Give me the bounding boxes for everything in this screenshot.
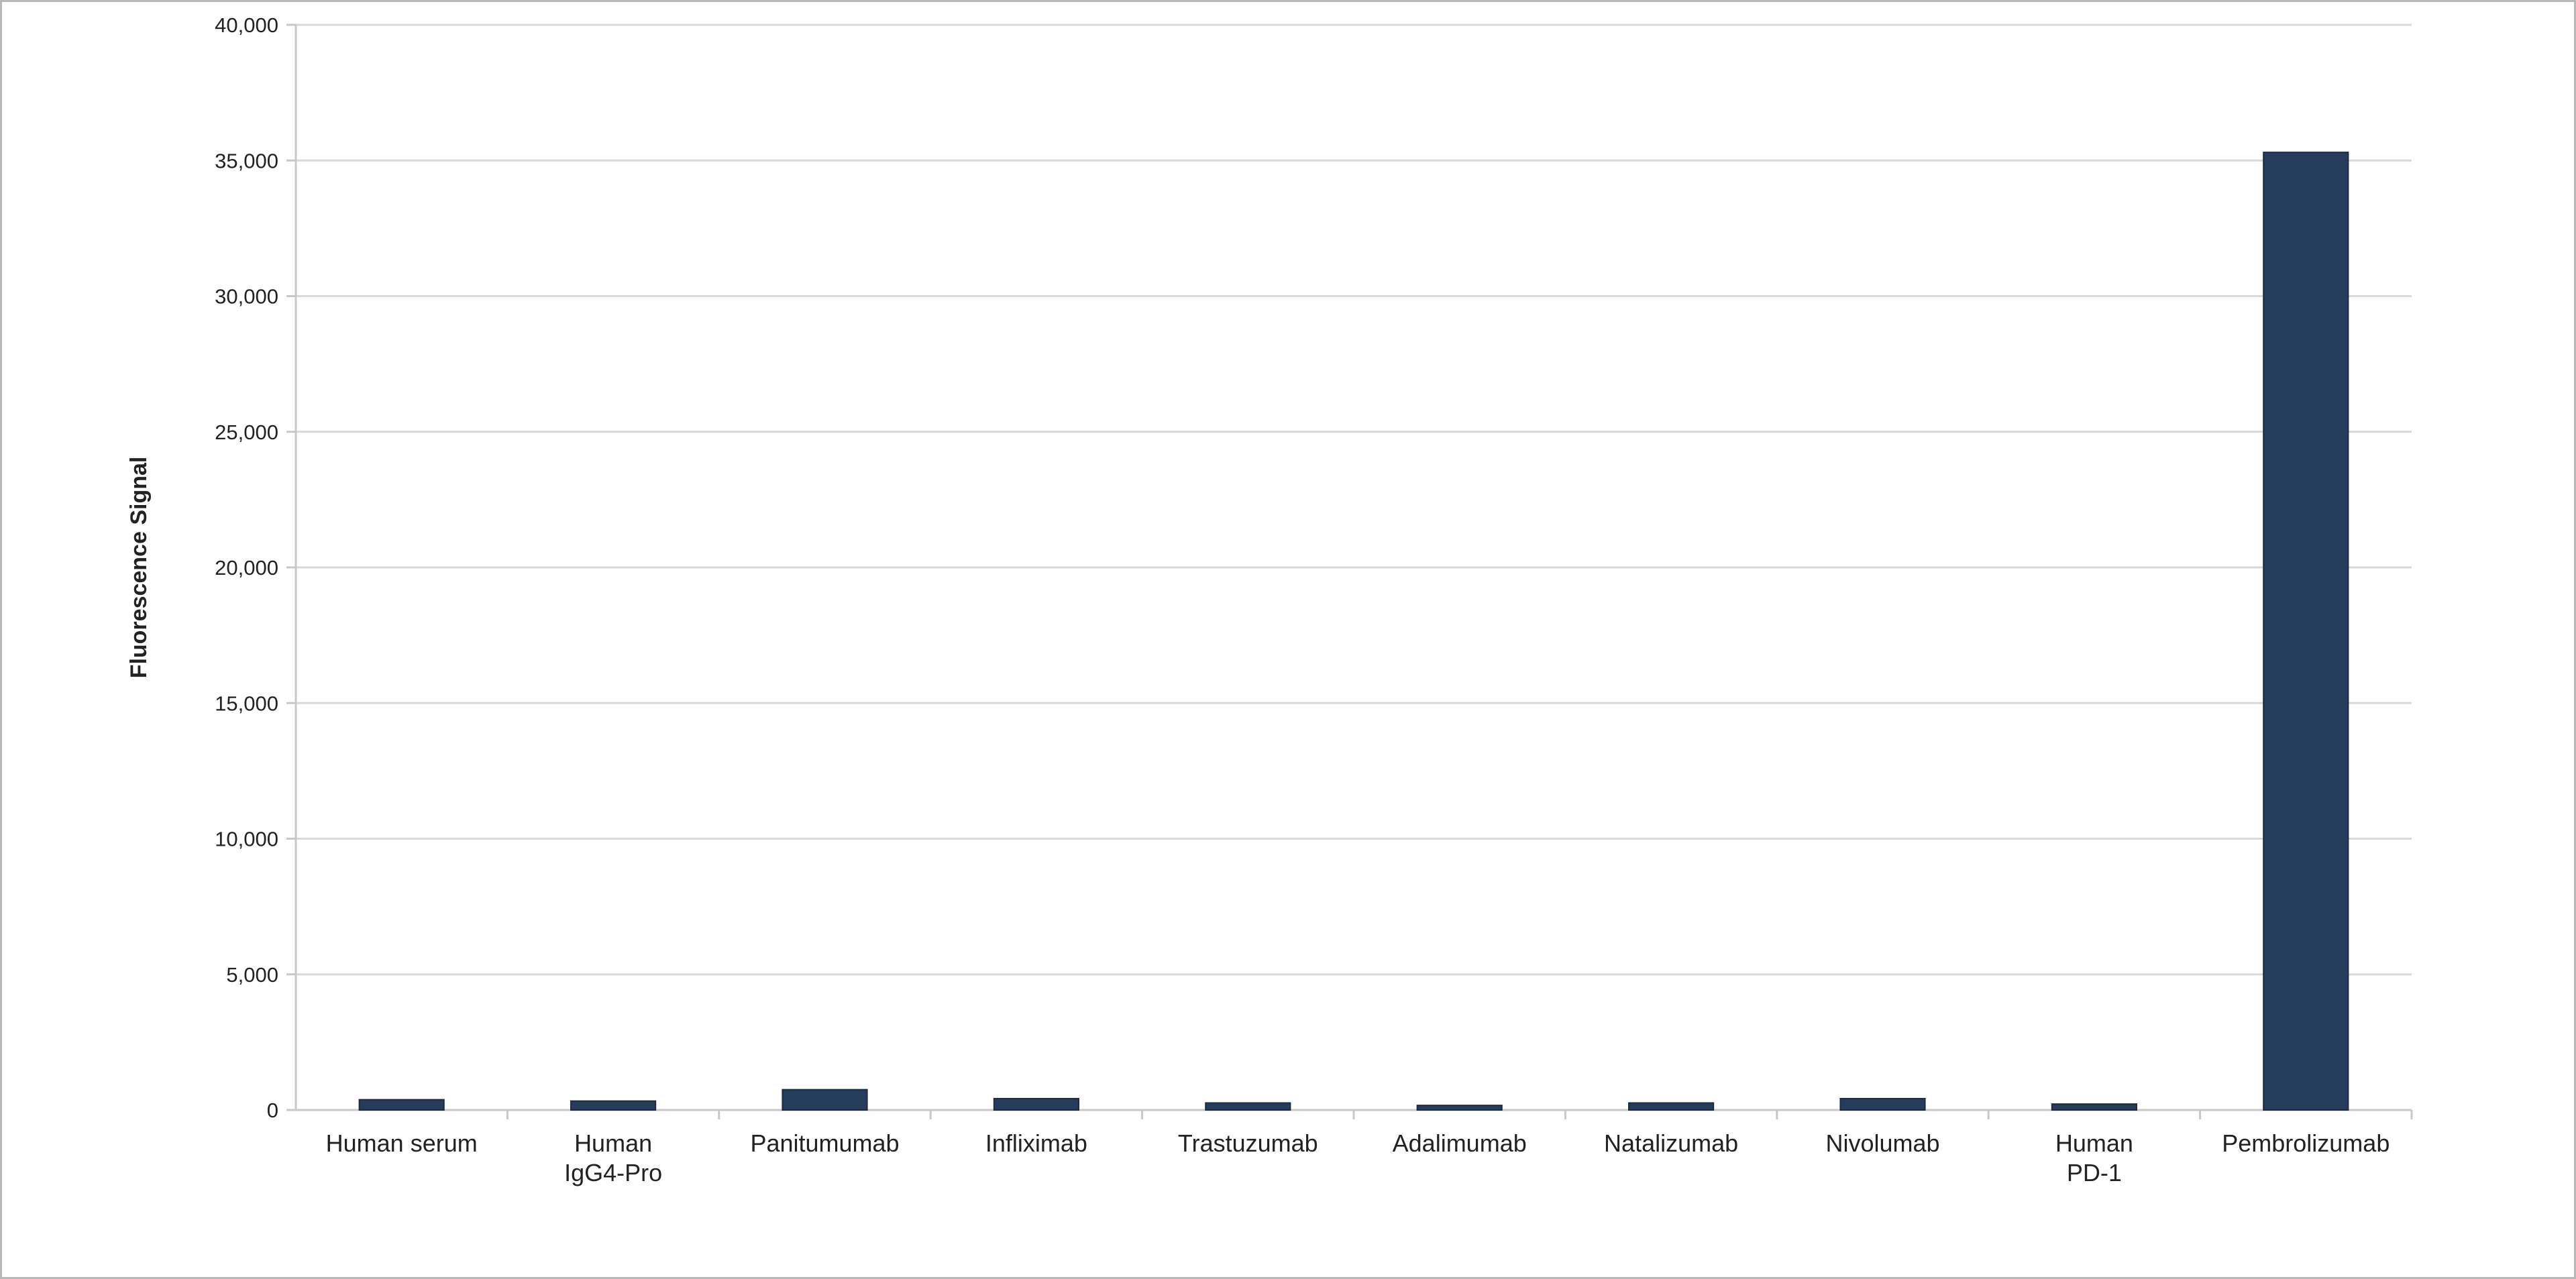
bar (1839, 1098, 1926, 1111)
x-axis-ticks: Human serum Human IgG4-Pro Panitumumab Infli… (326, 1129, 2390, 1186)
x-tick-label: Human PD-1 (2055, 1129, 2133, 1186)
gridlines (286, 23, 2413, 1119)
bar (1205, 1102, 1291, 1111)
x-tick-label: Human serum (326, 1129, 478, 1157)
y-axis-label: Fluorescence Signal (126, 457, 152, 679)
y-tick-label: 15,000 (215, 691, 278, 715)
y-tick-label: 5,000 (226, 963, 278, 987)
x-tick-label: Panitumumab (750, 1129, 899, 1157)
x-tick-label: Adalimumab (1393, 1129, 1527, 1157)
x-tick-label: Trastuzumab (1178, 1129, 1318, 1157)
bar (358, 1099, 445, 1111)
bar (782, 1089, 868, 1111)
y-tick-label: 30,000 (215, 285, 278, 309)
bar (1628, 1102, 1715, 1111)
y-tick-label: 0 (267, 1099, 278, 1122)
y-tick-label: 25,000 (215, 421, 278, 444)
y-tick-label: 10,000 (215, 828, 278, 851)
bar (2051, 1103, 2137, 1111)
bar (1416, 1105, 1503, 1111)
y-axis-ticks: 0 5,000 10,000 15,000 20,000 25,000 30,000 35,0… (215, 13, 278, 1122)
y-tick-label: 40,000 (215, 13, 278, 37)
y-tick-label: 20,000 (215, 556, 278, 579)
x-tick-label: Pembrolizumab (2222, 1129, 2390, 1157)
x-tick-label: Infliximab (985, 1129, 1087, 1157)
bar (993, 1098, 1079, 1111)
x-tick-label: Nivolumab (1825, 1129, 1939, 1157)
bar (570, 1100, 657, 1111)
bar (2263, 152, 2349, 1111)
x-tick-label: Natalizumab (1604, 1129, 1738, 1157)
y-tick-label: 35,000 (215, 149, 278, 172)
x-tick-label: Human IgG4-Pro (564, 1129, 662, 1186)
bars (358, 152, 2349, 1111)
